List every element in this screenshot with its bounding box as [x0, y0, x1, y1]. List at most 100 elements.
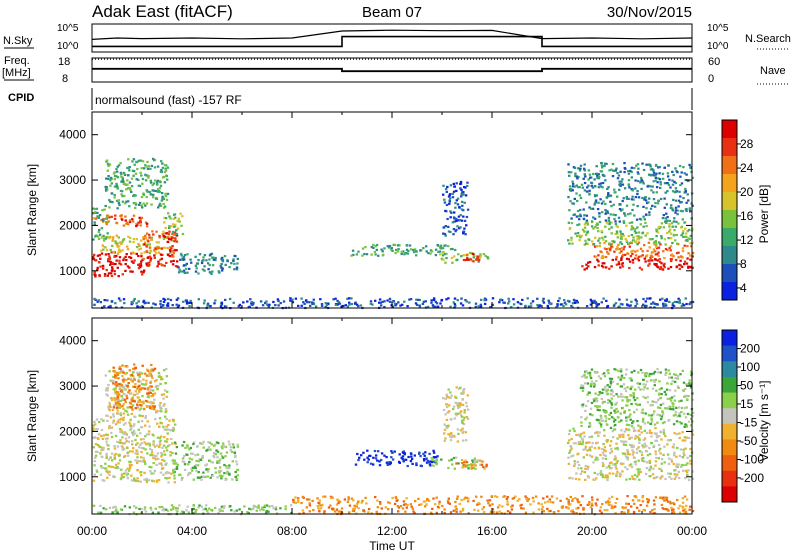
heat-cell-1 [115, 221, 118, 224]
heat-cell-2 [143, 387, 146, 390]
heat-cell-0 [128, 421, 131, 424]
heat-cell-0 [112, 421, 115, 424]
heat-cell-2 [134, 383, 137, 386]
heat-cell-17 [359, 304, 363, 307]
heat-cell-3 [114, 240, 117, 243]
heat-cell-16 [593, 178, 596, 181]
heat-cell-17 [427, 305, 430, 308]
heat-cell-17 [209, 305, 212, 308]
heat-cell-10 [677, 507, 680, 510]
heat-cell-17 [512, 298, 515, 301]
heat-cell-1 [114, 214, 117, 217]
heat-cell-7 [184, 264, 187, 267]
heat-cell-16 [640, 176, 643, 180]
heat-cell-8 [648, 461, 652, 464]
heat-cell-9 [405, 248, 409, 251]
heat-cell-8 [657, 443, 661, 447]
heat-cell-4 [411, 462, 414, 465]
heat-cell-9 [613, 409, 616, 412]
heat-cell-17 [309, 304, 312, 307]
heat-cell-2 [116, 391, 119, 394]
heat-cell-0 [140, 442, 143, 445]
power-colorbar-label: Power [dB] [757, 185, 771, 244]
heat-cell-10 [292, 501, 295, 504]
heat-cell-5 [174, 216, 177, 219]
heat-cell-11 [243, 505, 246, 508]
heat-cell-8 [112, 172, 116, 175]
heat-cell-0 [157, 445, 161, 449]
heat-cell-8 [634, 434, 637, 438]
heat-cell-8 [680, 463, 684, 467]
heat-cell-16 [598, 183, 601, 186]
heat-cell-16 [655, 191, 658, 194]
freq-panel-frame [91, 57, 693, 83]
heat-cell-10 [296, 500, 300, 503]
heat-cell-6 [92, 207, 95, 210]
heat-cell-9 [674, 373, 678, 377]
heat-cell-16 [674, 206, 678, 209]
heat-cell-8 [659, 477, 662, 480]
heat-cell-13 [596, 258, 599, 261]
heat-cell-9 [634, 388, 637, 391]
heat-cell-16 [599, 182, 602, 185]
heat-cell-2 [145, 404, 148, 408]
heat-cell-8 [124, 202, 127, 205]
heat-cell-17 [453, 297, 457, 300]
nsearch-tick-top: 10^5 [707, 23, 729, 34]
heat-cell-0 [93, 460, 97, 463]
heat-cell-13 [608, 267, 611, 270]
heat-cell-8 [579, 472, 582, 475]
heat-cell-16 [585, 219, 589, 222]
heat-cell-4 [166, 236, 169, 239]
heat-cell-4 [149, 257, 153, 260]
heat-cell-9 [628, 415, 631, 418]
heat-cell-4 [149, 259, 152, 262]
heat-cell-3 [216, 461, 219, 464]
heat-cell-17 [685, 302, 688, 306]
heat-cell-17 [159, 302, 162, 306]
heat-cell-16 [671, 170, 674, 173]
heat-cell-3 [215, 441, 219, 444]
heat-cell-9 [609, 381, 613, 385]
heat-cell-10 [355, 502, 359, 505]
heat-cell-16 [573, 185, 576, 188]
heat-cell-6 [478, 459, 482, 462]
heat-cell-8 [689, 447, 692, 451]
heat-cell-8 [612, 436, 615, 439]
heat-cell-17 [491, 297, 495, 300]
heat-cell-0 [139, 262, 142, 265]
heat-cell-7 [459, 411, 462, 414]
heat-cell-10 [452, 509, 455, 512]
heat-cell-3 [226, 472, 229, 475]
heat-cell-0 [173, 481, 176, 484]
heat-cell-3 [224, 445, 228, 449]
heat-cell-9 [688, 382, 691, 385]
heat-cell-7 [234, 255, 237, 258]
heat-cell-10 [555, 497, 559, 500]
heat-cell-1 [105, 414, 108, 417]
heat-cell-11 [132, 511, 136, 514]
heat-cell-16 [659, 197, 663, 201]
heat-cell-8 [680, 465, 683, 468]
heat-cell-4 [372, 463, 375, 466]
heat-cell-13 [637, 259, 641, 262]
heat-cell-8 [141, 160, 145, 163]
heat-cell-10 [522, 507, 525, 510]
heat-cell-15 [622, 221, 626, 224]
heat-cell-10 [305, 506, 308, 509]
heat-cell-0 [115, 255, 118, 258]
heat-cell-10 [438, 500, 441, 503]
heat-cell-6 [481, 460, 484, 463]
heat-cell-17 [432, 297, 436, 300]
heat-cell-4 [407, 455, 410, 459]
heat-cell-3 [181, 457, 185, 460]
heat-cell-7 [455, 386, 458, 389]
heat-cell-3 [181, 444, 184, 447]
heat-cell-9 [443, 244, 446, 247]
heat-cell-16 [666, 219, 669, 222]
heat-cell-3 [220, 477, 223, 480]
heat-cell-8 [164, 194, 168, 198]
heat-cell-10 [663, 499, 666, 502]
heat-cell-9 [441, 247, 445, 250]
heat-cell-17 [250, 301, 253, 304]
